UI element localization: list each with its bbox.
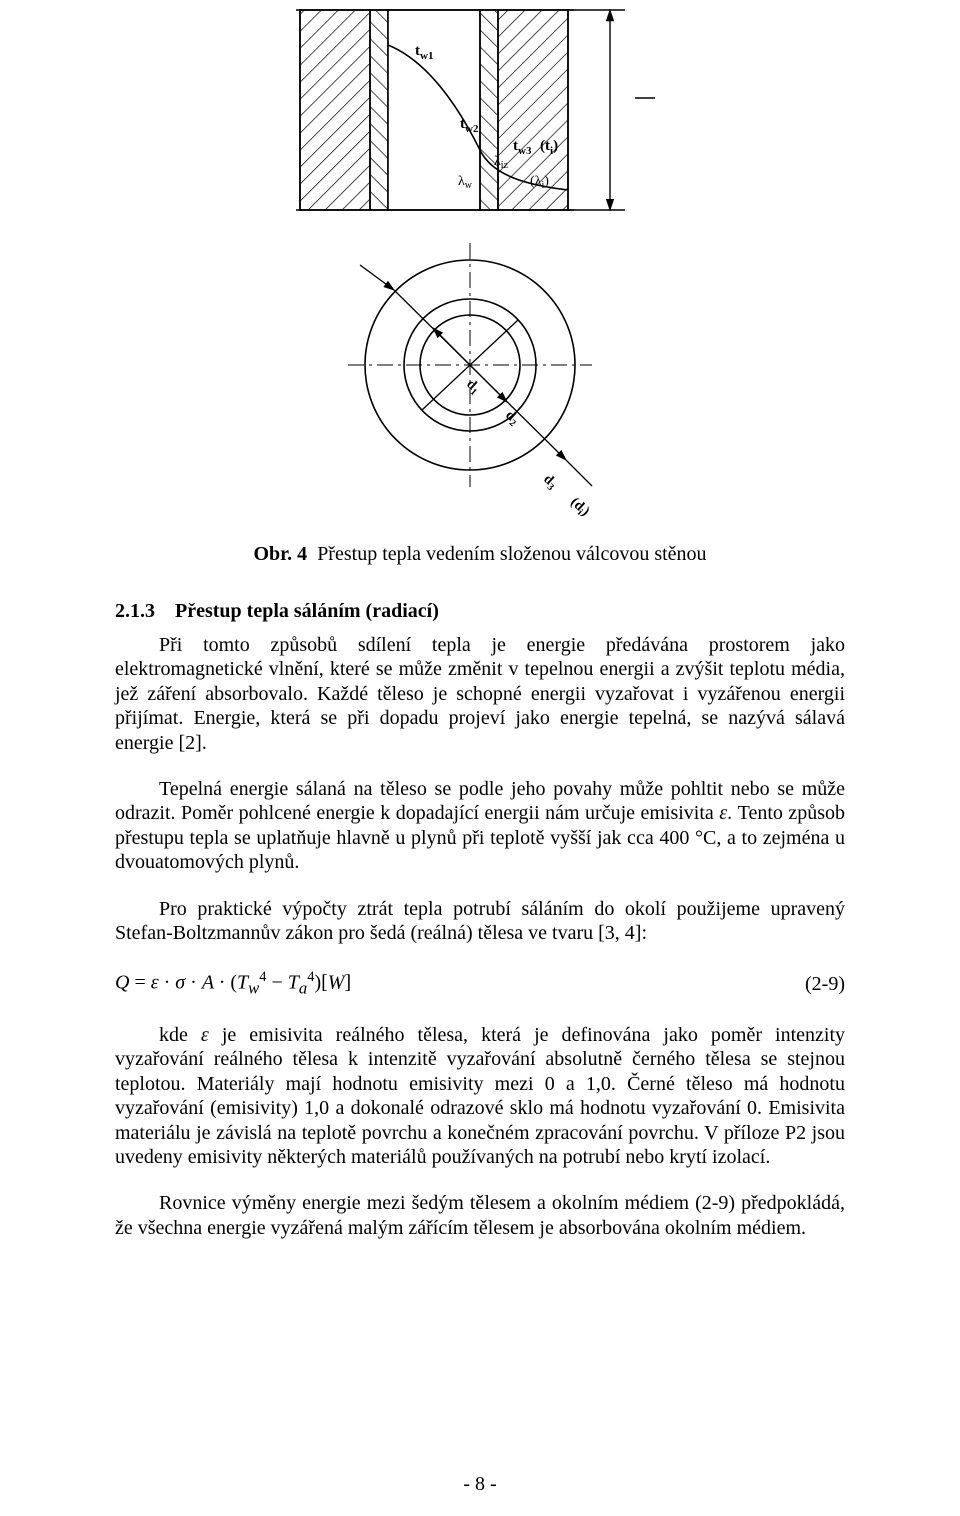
section-title: Přestup tepla sáláním (radiací) [175,600,439,622]
figure-caption: Obr. 4 Přestup tepla vedením složenou vá… [115,543,845,566]
paragraph-4-eps: ε [201,1024,209,1046]
page: tw1 tw2 tw3 (ti) λw λiz (λi) [0,0,960,1516]
paragraph-1: Při tomto způsobů sdílení tepla je energ… [115,633,845,755]
figure-cross-section: tw1 tw2 tw3 (ti) λw λiz (λi) [280,0,680,235]
figure-circle-view: d1 d2 d3 (di) [330,235,630,525]
paragraph-4a: kde [159,1024,201,1046]
paragraph-3: Pro praktické výpočty ztrát tepla potrub… [115,897,845,946]
svg-text:(λi): (λi) [530,174,549,191]
paragraph-2: Tepelná energie sálaná na těleso se podl… [115,777,845,875]
paragraph-4: kde ε je emisivita reálného tělesa, kter… [115,1023,845,1169]
page-number: - 8 - [0,1473,960,1496]
figure-caption-prefix: Obr. 4 [253,543,307,565]
section-heading: 2.1.3 Přestup tepla sáláním (radiací) [115,600,845,623]
section-number: 2.1.3 [115,600,155,622]
paragraph-5: Rovnice výměny energie mezi šedým tělese… [115,1191,845,1240]
paragraph-2-eps: ε [719,802,727,824]
equation-expression: Q = ε · σ · A · (Tw4 − Ta4)[W] [115,969,351,999]
figure-4: tw1 tw2 tw3 (ti) λw λiz (λi) [115,0,845,525]
figure-caption-text: Přestup tepla vedením složenou válcovou … [317,543,706,565]
svg-text:d1: d1 [462,377,483,398]
svg-text:d3: d3 [539,472,560,493]
svg-text:d2: d2 [501,408,522,429]
svg-text:(di): (di) [566,495,592,521]
equation-number: (2-9) [805,973,845,996]
paragraph-4b: je emisivita reálného tělesa, která je d… [115,1024,845,1168]
equation-2-9: Q = ε · σ · A · (Tw4 − Ta4)[W] (2-9) [115,969,845,999]
